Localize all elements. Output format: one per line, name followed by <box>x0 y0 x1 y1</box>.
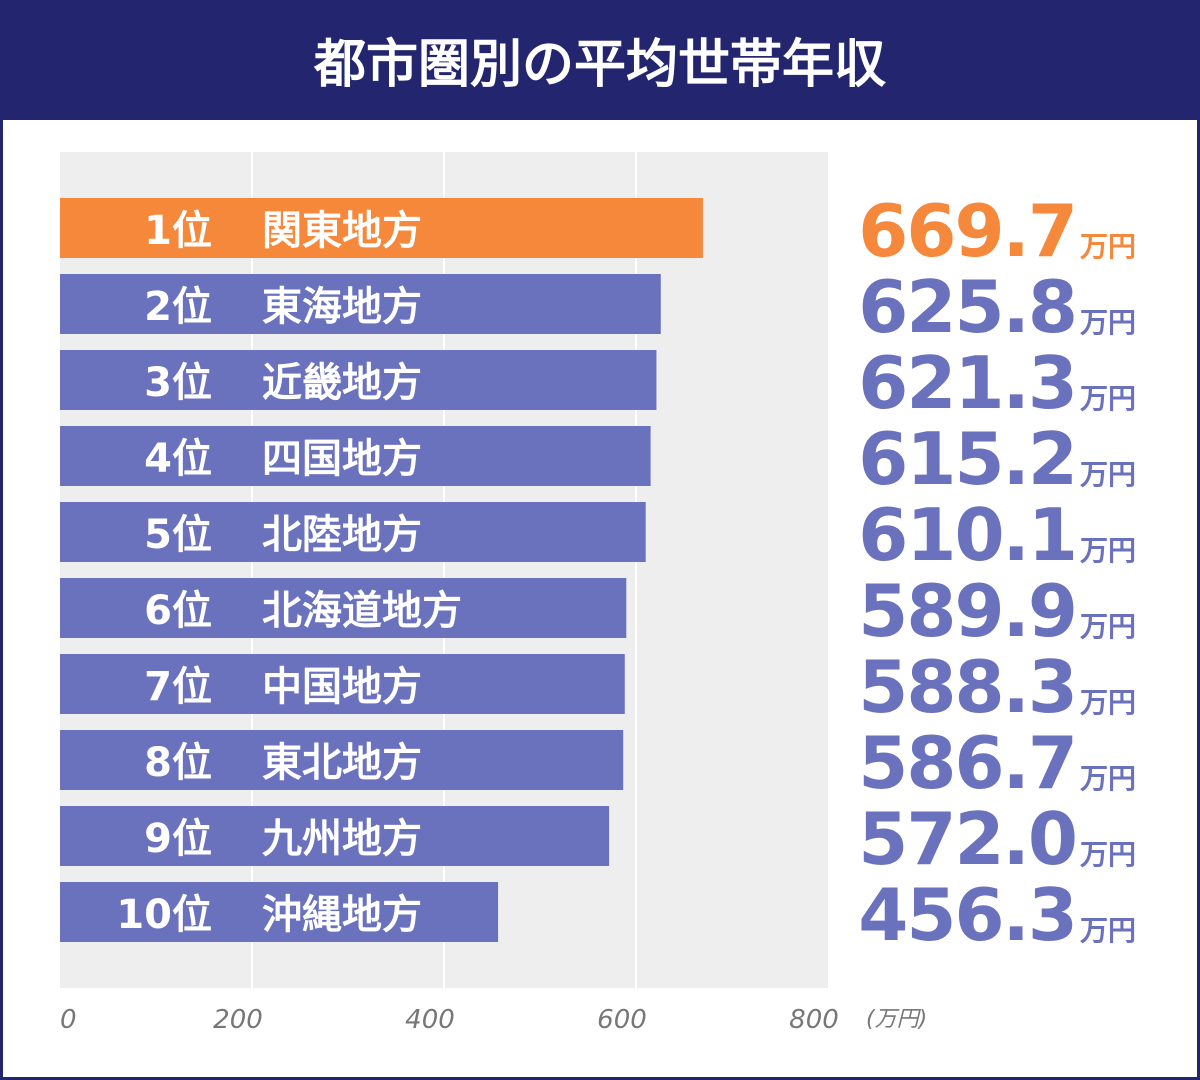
bar <box>60 578 627 638</box>
value-label: 588.3 <box>858 645 1076 729</box>
x-tick-label: 600 <box>597 1005 647 1035</box>
value-label: 610.1 <box>858 493 1076 577</box>
rank-label: 2位 <box>144 284 212 330</box>
value-unit: 万円 <box>1080 382 1136 415</box>
x-axis-unit: (万円) <box>866 1007 927 1032</box>
chart-title: 都市圏別の平均世帯年収 <box>313 35 886 95</box>
rank-label: 10位 <box>116 892 212 938</box>
bar <box>60 426 651 486</box>
category-label: 中国地方 <box>262 664 422 710</box>
x-tick-label: 800 <box>789 1005 839 1035</box>
x-tick-label: 200 <box>213 1005 263 1035</box>
category-label: 近畿地方 <box>262 360 422 406</box>
bar <box>60 882 499 942</box>
bar <box>60 502 646 562</box>
rank-label: 5位 <box>144 512 212 558</box>
x-tick-label: 0 <box>60 1005 77 1035</box>
bar <box>60 274 661 334</box>
category-label: 沖縄地方 <box>262 892 422 938</box>
bar <box>60 806 610 866</box>
category-label: 東北地方 <box>262 740 422 786</box>
value-unit: 万円 <box>1080 610 1136 643</box>
rank-label: 9位 <box>144 816 212 862</box>
rank-label: 8位 <box>144 740 212 786</box>
value-label: 615.2 <box>858 417 1076 501</box>
category-label: 東海地方 <box>262 284 422 330</box>
value-unit: 万円 <box>1080 458 1136 491</box>
value-label: 572.0 <box>858 797 1076 881</box>
category-label: 関東地方 <box>262 208 422 254</box>
value-label: 621.3 <box>858 341 1076 425</box>
value-unit: 万円 <box>1080 762 1136 795</box>
rank-label: 4位 <box>144 436 212 482</box>
rank-label: 7位 <box>144 664 212 710</box>
category-label: 北陸地方 <box>262 512 422 558</box>
bar <box>60 654 625 714</box>
value-label: 625.8 <box>858 265 1076 349</box>
x-tick-label: 400 <box>405 1005 455 1035</box>
value-unit: 万円 <box>1080 686 1136 719</box>
value-unit: 万円 <box>1080 306 1136 339</box>
bar <box>60 730 624 790</box>
category-label: 四国地方 <box>262 436 422 482</box>
value-label: 586.7 <box>858 721 1076 805</box>
value-unit: 万円 <box>1080 838 1136 871</box>
value-unit: 万円 <box>1080 230 1136 263</box>
value-unit: 万円 <box>1080 534 1136 567</box>
category-label: 北海道地方 <box>262 588 462 634</box>
bar <box>60 350 657 410</box>
value-label: 589.9 <box>858 569 1076 653</box>
rank-label: 1位 <box>144 208 212 254</box>
rank-label: 3位 <box>144 360 212 406</box>
rank-label: 6位 <box>144 588 212 634</box>
value-label: 669.7 <box>858 189 1076 273</box>
value-unit: 万円 <box>1080 914 1136 947</box>
bar <box>60 198 703 258</box>
category-label: 九州地方 <box>262 816 422 862</box>
header <box>0 0 1200 120</box>
value-label: 456.3 <box>858 873 1076 957</box>
